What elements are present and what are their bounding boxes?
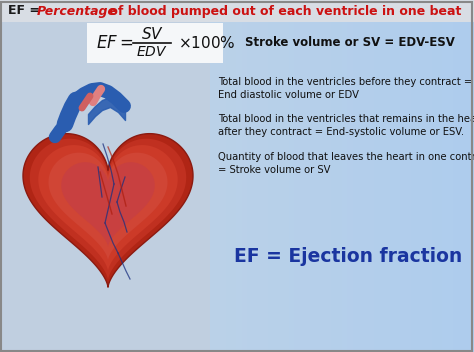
Bar [284, 0, 290, 352]
Bar [268, 0, 274, 352]
Text: Percentage: Percentage [37, 5, 117, 18]
Bar [410, 0, 417, 352]
Bar [395, 0, 401, 352]
Bar [400, 0, 406, 352]
Bar [220, 0, 227, 352]
Bar [257, 0, 264, 352]
Text: = Stroke volume or SV: = Stroke volume or SV [218, 165, 330, 175]
Polygon shape [30, 139, 186, 280]
Bar [279, 0, 285, 352]
Text: $\mathit{EDV}$: $\mathit{EDV}$ [136, 45, 168, 59]
Bar [416, 0, 422, 352]
Bar [432, 0, 438, 352]
Bar [321, 0, 327, 352]
Bar [442, 0, 448, 352]
Bar [384, 0, 391, 352]
Bar [363, 0, 369, 352]
Polygon shape [48, 153, 167, 260]
Bar [326, 0, 332, 352]
Bar [464, 0, 470, 352]
Polygon shape [38, 145, 178, 271]
Text: of blood pumped out of each ventricle in one beat: of blood pumped out of each ventricle in… [105, 5, 461, 18]
Bar [215, 0, 221, 352]
Text: Stroke volume or SV = EDV-ESV: Stroke volume or SV = EDV-ESV [245, 37, 455, 50]
Bar [273, 0, 280, 352]
Bar [347, 0, 354, 352]
FancyBboxPatch shape [87, 23, 223, 63]
Bar [427, 0, 433, 352]
Bar [226, 0, 232, 352]
Bar [453, 0, 459, 352]
Bar [289, 0, 295, 352]
Text: after they contract = End-systolic volume or ESV.: after they contract = End-systolic volum… [218, 127, 464, 137]
Text: Total blood in the ventricles that remains in the heart: Total blood in the ventricles that remai… [218, 114, 474, 124]
FancyBboxPatch shape [0, 0, 474, 22]
Bar [310, 0, 317, 352]
Text: EF = Ejection fraction: EF = Ejection fraction [234, 247, 462, 266]
Bar [300, 0, 306, 352]
Text: Quantity of blood that leaves the heart in one contraction: Quantity of blood that leaves the heart … [218, 152, 474, 162]
Polygon shape [23, 134, 193, 287]
Bar [405, 0, 411, 352]
Text: Total blood in the ventricles before they contract =: Total blood in the ventricles before the… [218, 77, 472, 87]
Bar [237, 0, 243, 352]
Bar [294, 0, 301, 352]
Bar [437, 0, 443, 352]
Bar [458, 0, 465, 352]
Bar [242, 0, 248, 352]
Bar [447, 0, 454, 352]
Bar [210, 0, 216, 352]
Bar [247, 0, 253, 352]
Bar [374, 0, 380, 352]
Bar [379, 0, 385, 352]
Bar [353, 0, 359, 352]
Bar [469, 0, 474, 352]
Text: $\mathit{EF} =$: $\mathit{EF} =$ [96, 34, 133, 52]
Text: EF =: EF = [8, 5, 45, 18]
Text: $\times 100\%$: $\times 100\%$ [178, 35, 236, 51]
Polygon shape [61, 162, 155, 247]
Text: End diastolic volume or EDV: End diastolic volume or EDV [218, 90, 359, 100]
Text: $\mathit{SV}$: $\mathit{SV}$ [140, 26, 164, 42]
Bar [263, 0, 269, 352]
Bar [368, 0, 374, 352]
Bar [305, 0, 311, 352]
Bar [390, 0, 396, 352]
Bar [252, 0, 258, 352]
Bar [316, 0, 322, 352]
Bar [231, 0, 237, 352]
Bar [421, 0, 428, 352]
Bar [337, 0, 343, 352]
Bar [331, 0, 337, 352]
Bar [358, 0, 364, 352]
Bar [342, 0, 348, 352]
